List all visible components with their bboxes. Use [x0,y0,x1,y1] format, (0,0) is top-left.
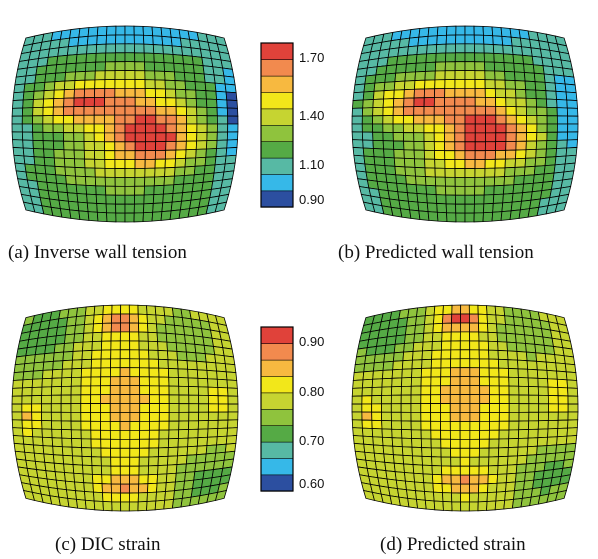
colorbar-swatch [260,141,294,159]
colorbar-swatch [260,42,294,61]
panel-b-caption: (b) Predicted wall tension [338,242,534,263]
strain-tick-3: 0.70 [299,433,324,448]
panel-d-map [351,304,579,512]
strain-colorbar-swatches [260,326,294,492]
tension-colorbar: 1.70 1.40 1.10 0.90 [260,42,324,208]
tension-colorbar-swatches [260,42,294,208]
panel-a-map [11,25,239,223]
colorbar-swatch [260,392,294,410]
colorbar-swatch [260,190,294,208]
tension-tick-2: 1.40 [299,108,324,123]
tension-tick-3: 1.10 [299,157,324,172]
colorbar-swatch [260,457,294,476]
strain-tick-2: 0.80 [299,384,324,399]
panel-d-caption: (d) Predicted strain [380,534,526,555]
colorbar-swatch [260,91,294,110]
strain-tick-4: 0.60 [299,476,324,491]
colorbar-swatch [260,408,294,427]
tension-tick-4: 0.90 [299,192,324,207]
strain-tick-1: 0.90 [299,334,324,349]
tension-tick-1: 1.70 [299,50,324,65]
panel-c-map [11,304,239,512]
colorbar-swatch [260,441,294,459]
colorbar-swatch [260,326,294,345]
colorbar-swatch [260,359,294,377]
colorbar-swatch [260,375,294,394]
panel-a-caption: (a) Inverse wall tension [8,242,187,263]
colorbar-swatch [260,343,294,361]
colorbar-swatch [260,75,294,93]
colorbar-swatch [260,59,294,77]
panel-c-caption: (c) DIC strain [55,534,161,555]
panel-b-map [351,25,579,223]
colorbar-swatch [260,108,294,126]
colorbar-swatch [260,425,294,443]
colorbar-swatch [260,474,294,492]
colorbar-swatch [260,124,294,143]
strain-colorbar: 0.90 0.80 0.70 0.60 [260,326,324,492]
colorbar-swatch [260,173,294,192]
colorbar-swatch [260,157,294,175]
